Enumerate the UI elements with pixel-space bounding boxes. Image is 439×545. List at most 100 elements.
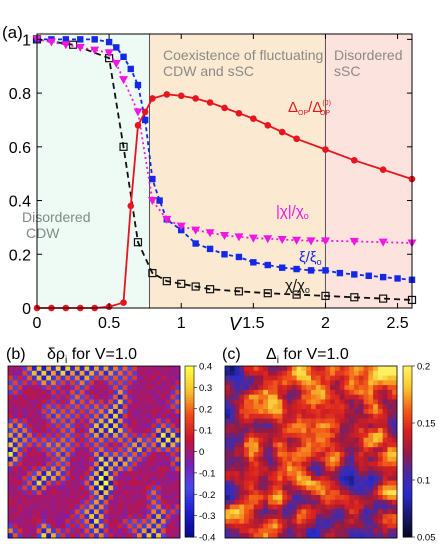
heatmap-cell	[377, 504, 384, 510]
data-point-chi_abs	[176, 222, 186, 231]
heatmap-cell	[263, 533, 269, 539]
heatmap-cell	[89, 399, 95, 405]
heatmap-cell	[70, 475, 76, 482]
heatmap-cell	[373, 485, 379, 491]
heatmap-cell	[74, 413, 81, 419]
heatmap-cell	[382, 375, 388, 381]
heatmap-cell	[55, 428, 61, 434]
heatmap-cell	[165, 442, 171, 448]
heatmap-cell	[51, 485, 57, 491]
heatmap-cell	[244, 428, 250, 434]
heatmap-cell	[258, 504, 264, 510]
heatmap-cell	[291, 504, 298, 510]
heatmap-cell	[156, 399, 162, 405]
heatmap-cell	[244, 509, 250, 515]
heatmap-cell	[248, 518, 255, 525]
series-label-sub: o	[305, 285, 310, 295]
heatmap-cell	[84, 380, 90, 386]
heatmap-cell	[234, 413, 240, 419]
series-label-sup: (0)	[322, 100, 331, 107]
heatmap-cell	[244, 385, 250, 391]
heatmap-cell	[12, 504, 18, 510]
heatmap-cell	[8, 423, 14, 429]
heatmap-cell	[258, 499, 264, 505]
heatmap-cell	[156, 471, 162, 477]
heatmap-cell	[60, 375, 66, 381]
heatmap-cell	[344, 533, 350, 539]
heatmap-cell	[127, 385, 133, 391]
heatmap-cell	[103, 447, 109, 453]
data-point-chi_abs	[162, 215, 172, 224]
heatmap-cell	[117, 366, 124, 372]
heatmap-cell	[17, 375, 23, 381]
heatmap-cell	[354, 428, 360, 434]
heatmap-cell	[358, 523, 364, 529]
heatmap-cell	[248, 423, 255, 429]
heatmap-cell	[51, 490, 57, 496]
heatmap-cell	[325, 461, 331, 467]
heatmap-cell	[94, 533, 100, 539]
heatmap-cell	[287, 523, 293, 529]
heatmap-cell	[17, 452, 23, 458]
heatmap-cell	[387, 514, 393, 520]
heatmap-cell	[94, 399, 100, 405]
region-2	[325, 34, 412, 308]
heatmap-cell	[272, 413, 278, 419]
heatmap-cell	[156, 423, 162, 429]
heatmap-cell	[339, 466, 345, 472]
colorbar-segment	[185, 482, 194, 487]
heatmap-cell	[122, 504, 128, 510]
heatmap-cell	[334, 418, 341, 424]
heatmap-cell	[27, 518, 33, 525]
heatmap-cell	[244, 389, 250, 396]
heatmap-cell	[55, 499, 61, 505]
heatmap-cell	[74, 509, 81, 515]
heatmap-cell	[122, 418, 128, 424]
heatmap-cell	[225, 370, 231, 376]
heatmap-cell	[325, 480, 331, 486]
heatmap-cell	[103, 509, 109, 515]
heatmap-cell	[253, 370, 259, 376]
heatmap-cell	[127, 514, 133, 520]
series-label-xi: ξ/ξo	[299, 249, 322, 267]
colorbar-segment	[403, 482, 412, 487]
heatmap-cell	[127, 485, 133, 491]
colorbar-segment	[185, 366, 194, 370]
heatmap-cell	[229, 385, 235, 391]
heatmap-cell	[165, 485, 171, 491]
colorbar-tick-label: 0.3	[199, 383, 212, 394]
heatmap-cell	[89, 509, 95, 515]
heatmap-cell	[296, 385, 302, 391]
heatmap-cell	[74, 518, 81, 525]
heatmap-cell	[248, 452, 255, 458]
heatmap-cell	[156, 428, 162, 434]
heatmap-cell	[320, 461, 326, 467]
heatmap-cell	[382, 442, 388, 448]
heatmap-cell	[165, 428, 171, 434]
heatmap-cell	[239, 499, 245, 505]
heatmap-cell	[31, 485, 38, 491]
heatmap-cell	[258, 404, 264, 410]
heatmap-cell	[70, 432, 76, 439]
heatmap-cell	[146, 375, 152, 381]
heatmap-cell	[287, 385, 293, 391]
heatmap-cell	[392, 471, 398, 477]
heatmap-cell	[127, 533, 133, 539]
heatmap-cell	[244, 437, 250, 443]
heatmap-cell	[17, 485, 23, 491]
heatmap-cell	[363, 385, 369, 391]
heatmap-cell	[330, 518, 336, 525]
heatmap-cell	[132, 409, 138, 415]
heatmap-cell	[373, 456, 379, 462]
heatmap-cell	[146, 490, 152, 496]
heatmap-cell	[225, 375, 231, 381]
panel-label-b: (b)	[6, 346, 26, 363]
heatmap-cell	[363, 428, 369, 434]
heatmap-cell	[373, 499, 379, 505]
heatmap-cell	[244, 447, 250, 453]
heatmap-cell	[137, 518, 143, 525]
x-tick-label: 1.5	[242, 315, 264, 332]
heatmap-cell	[65, 432, 71, 439]
heatmap-cell	[55, 375, 61, 381]
heatmap-cell	[98, 370, 104, 376]
